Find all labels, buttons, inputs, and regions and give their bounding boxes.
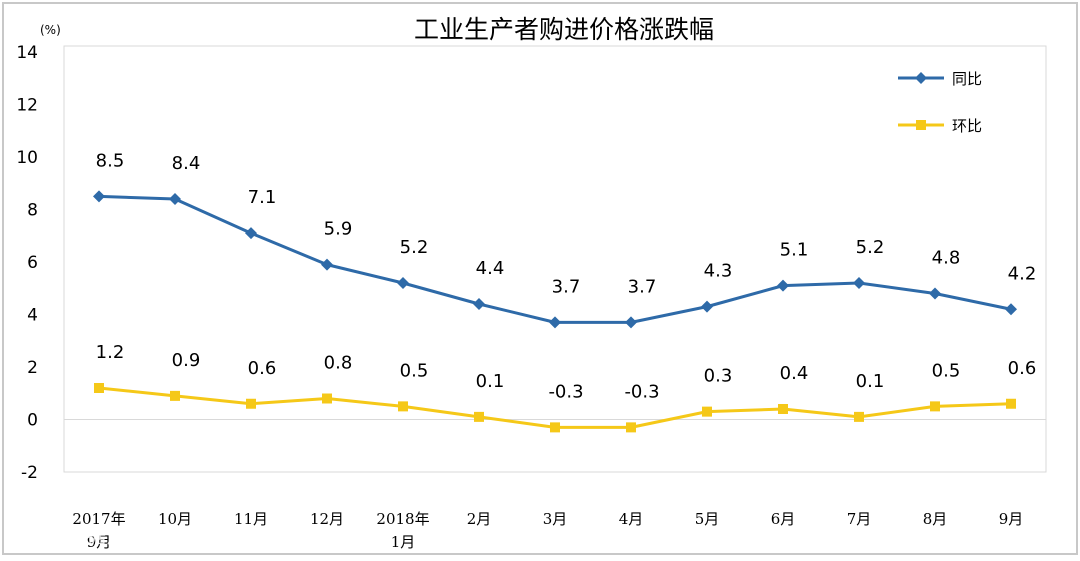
x-tick-label: 2018年 xyxy=(376,510,429,528)
series-point xyxy=(321,258,333,271)
data-label: -0.3 xyxy=(548,381,583,402)
x-tick-label: 12月 xyxy=(310,510,344,528)
data-label: 0.5 xyxy=(400,360,429,381)
x-tick-label: 3月 xyxy=(543,510,568,528)
watermark-text: 大数据溶镜 xyxy=(46,524,146,548)
data-label: 4.4 xyxy=(476,258,505,279)
legend-marker xyxy=(916,120,926,130)
series-markers xyxy=(93,190,1017,433)
series-point xyxy=(245,227,257,240)
y-tick-label: 0 xyxy=(27,411,38,431)
series-point xyxy=(625,316,637,329)
series-point xyxy=(246,398,256,409)
data-label: 5.2 xyxy=(856,237,885,258)
series-point xyxy=(929,287,941,300)
series-point xyxy=(474,411,484,422)
plot-area xyxy=(63,45,1047,473)
y-tick-label: 4 xyxy=(27,306,38,326)
series-point xyxy=(550,422,560,433)
data-label: 0.4 xyxy=(780,363,809,384)
x-tick-label: 1月 xyxy=(391,533,416,551)
series-point xyxy=(1005,303,1017,316)
x-tick-label: 2017年 xyxy=(72,510,125,528)
y-tick-label: 14 xyxy=(16,43,38,63)
data-label: 8.5 xyxy=(96,150,125,171)
series-point xyxy=(169,193,181,205)
y-tick-label: 2 xyxy=(27,358,38,378)
y-tick-label: -2 xyxy=(21,463,38,483)
x-tick-label: 2月 xyxy=(467,510,492,528)
series-point xyxy=(777,279,789,292)
data-label: -0.3 xyxy=(624,381,659,402)
series-point xyxy=(397,277,409,289)
series-data-labels: 8.5 8.4 7.1 5.9 5.2 4.4 3.7 3.7 4.3 5.1 5.2 4.8 4.2 1… xyxy=(96,150,1037,402)
y-tick-label: 10 xyxy=(16,148,38,168)
x-tick-label: 7月 xyxy=(847,510,872,528)
series-point xyxy=(94,383,104,393)
series-point xyxy=(853,277,865,289)
series-point xyxy=(930,401,940,412)
x-tick-label: 8月 xyxy=(923,510,948,528)
x-tick-label: 10月 xyxy=(158,510,192,528)
series-point xyxy=(701,300,713,313)
data-label: 4.3 xyxy=(704,261,733,282)
series-point xyxy=(626,422,636,433)
data-label: 3.7 xyxy=(552,276,581,297)
series-point xyxy=(473,298,485,310)
x-tick-label: 9月 xyxy=(999,510,1024,528)
data-label: 0.6 xyxy=(1008,358,1037,379)
series-point xyxy=(854,411,864,422)
chart-title: 工业生产者购进价格涨跌幅 xyxy=(414,15,714,44)
y-tick-label: 12 xyxy=(16,96,38,116)
x-tick-label: 6月 xyxy=(771,510,796,528)
data-label: 1.2 xyxy=(96,342,125,363)
data-label: 4.8 xyxy=(932,248,961,269)
legend-label: 同比 xyxy=(952,70,982,88)
data-label: 0.1 xyxy=(476,371,505,392)
series-point xyxy=(322,393,332,404)
series-point xyxy=(398,401,408,412)
data-label: 5.1 xyxy=(780,240,809,261)
series-point xyxy=(93,190,105,203)
x-tick-labels: 2017年 9月 10月 11月 12月 2018年 1月 2月 3月 4月 5月 6月 7月 8月 9月 xyxy=(72,510,1023,551)
y-tick-label: 8 xyxy=(27,201,38,221)
data-label: 3.7 xyxy=(628,276,657,297)
x-tick-label: 4月 xyxy=(619,510,644,528)
watermark: 大数据溶镜 xyxy=(12,524,146,548)
x-tick-label: 9月 xyxy=(87,533,112,551)
x-tick-label: 5月 xyxy=(695,510,720,528)
data-label: 5.2 xyxy=(400,237,429,258)
series-point xyxy=(549,316,561,329)
series-point xyxy=(1006,398,1016,409)
data-label: 0.6 xyxy=(248,358,277,379)
data-label: 0.3 xyxy=(704,366,733,387)
legend-label: 环比 xyxy=(952,117,982,135)
data-label: 0.1 xyxy=(856,371,885,392)
legend-marker xyxy=(915,72,927,84)
data-label: 7.1 xyxy=(248,187,277,208)
data-label: 4.2 xyxy=(1008,263,1037,284)
data-label: 0.5 xyxy=(932,360,961,381)
watermark-logo-icon-2 xyxy=(27,529,41,543)
y-tick-labels: 14 12 10 8 6 4 2 0 -2 xyxy=(16,43,38,483)
watermark-logo-icon xyxy=(12,526,32,546)
y-axis-unit: (%) xyxy=(40,23,61,37)
y-tick-label: 6 xyxy=(27,253,38,273)
series-point xyxy=(170,390,180,401)
series-point xyxy=(778,404,788,414)
data-label: 0.9 xyxy=(172,350,201,371)
series-point xyxy=(702,406,712,417)
data-label: 5.9 xyxy=(324,219,353,240)
data-label: 0.8 xyxy=(324,353,353,374)
x-tick-label: 11月 xyxy=(234,510,268,528)
data-label: 8.4 xyxy=(172,153,201,174)
